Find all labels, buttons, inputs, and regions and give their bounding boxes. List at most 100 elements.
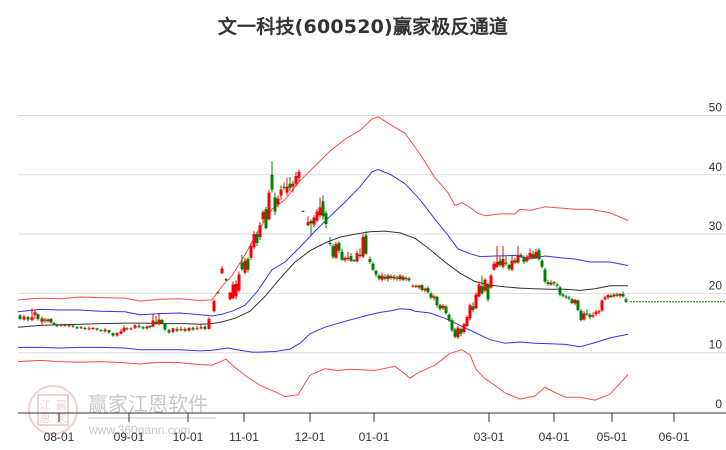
candle-body [318,207,322,216]
candle-body [483,279,487,291]
candle-body [392,276,396,279]
candle-body [404,277,408,280]
candle-body [343,257,347,261]
candle-body [18,315,22,319]
candle-body [187,327,191,331]
candle-body [55,324,59,327]
candle-body [107,330,111,333]
candle-body [417,285,421,288]
candle-body [531,254,535,258]
candle-body [285,186,289,193]
candle-body [160,320,164,324]
y-tick-label: 30 [709,219,723,233]
candle-body [411,285,415,287]
candle-body [450,320,454,331]
candle-body [167,330,171,333]
candle-body [549,282,553,285]
candle-body [606,295,610,298]
candle-body [103,329,107,332]
candle-body [477,284,481,297]
candle-body [534,251,538,258]
candle-body [501,259,505,267]
chart-title: 文一科技(600520)赢家极反通道 [217,16,509,38]
mid-black-line [17,230,628,328]
candle-body [99,330,103,332]
candle-body [30,317,34,321]
candle-body [129,328,133,330]
candle-body [331,245,335,257]
candle-body [525,256,529,261]
y-tick-label: 40 [709,160,723,174]
x-tick-label: 11-01 [229,430,259,444]
y-tick-label: 20 [709,278,723,292]
outer-upper-red-line [17,116,629,302]
candle-body [282,186,286,188]
y-tick-label: 10 [709,338,723,352]
svg-text:赢: 赢 [56,398,67,412]
candle-body [309,221,313,224]
candle-body [510,260,514,270]
candle-body [564,296,568,298]
candle-body [603,297,607,300]
candle-body [36,314,40,319]
candle-body [361,237,365,257]
candle-body [324,213,328,225]
candle-body [495,261,499,267]
candle-body [612,294,616,297]
candle-body [528,253,532,258]
candle-body [312,217,316,225]
candle-body [489,275,493,288]
candle-body [576,300,580,311]
candle-body [395,277,399,279]
candle-body [588,314,592,318]
candle-body [75,327,79,329]
candle-body [22,316,26,320]
candle-body [555,284,559,286]
candle-body [216,292,220,294]
candle-body [537,250,541,260]
candle-body [570,299,574,303]
candle-body [255,234,259,243]
outer-lower-red-line [17,349,629,401]
candle-body [207,318,211,329]
candle-body [567,297,571,299]
candle-body [195,328,199,330]
x-tick-label: 08-01 [44,430,75,444]
candle-body [133,325,137,328]
y-tick-label: 0 [715,397,722,411]
candle-body [179,328,183,331]
candle-body [145,326,149,329]
candle-body [315,211,319,221]
candle-body [349,256,353,261]
candle-body [513,260,517,263]
svg-text:恩: 恩 [40,412,51,425]
candle-body [91,327,95,329]
candle-body [59,324,63,326]
candle-body [522,257,526,262]
candle-body [228,292,232,300]
candle-body [288,183,292,188]
candle-body [246,259,250,270]
candle-body [240,262,244,270]
candle-body [582,313,586,320]
candle-body [154,321,158,324]
watermark-seal-icon: 江 赢 恩 家 [28,385,78,435]
candle-body [621,293,625,297]
candle-body [438,305,442,309]
candle-body [171,328,175,332]
candle-body [157,319,161,325]
x-tick-label: 06-01 [659,430,690,444]
candle-body [519,254,523,257]
candle-body [364,235,368,254]
candle-body [148,326,152,328]
candle-body [459,328,463,334]
candle-body [249,245,253,258]
candlesticks [18,161,628,340]
candle-body [79,327,83,329]
candle-body [40,318,44,322]
candle-body [334,244,338,258]
candle-body [224,279,228,281]
candle-body [199,327,203,329]
candle-body [63,324,67,326]
